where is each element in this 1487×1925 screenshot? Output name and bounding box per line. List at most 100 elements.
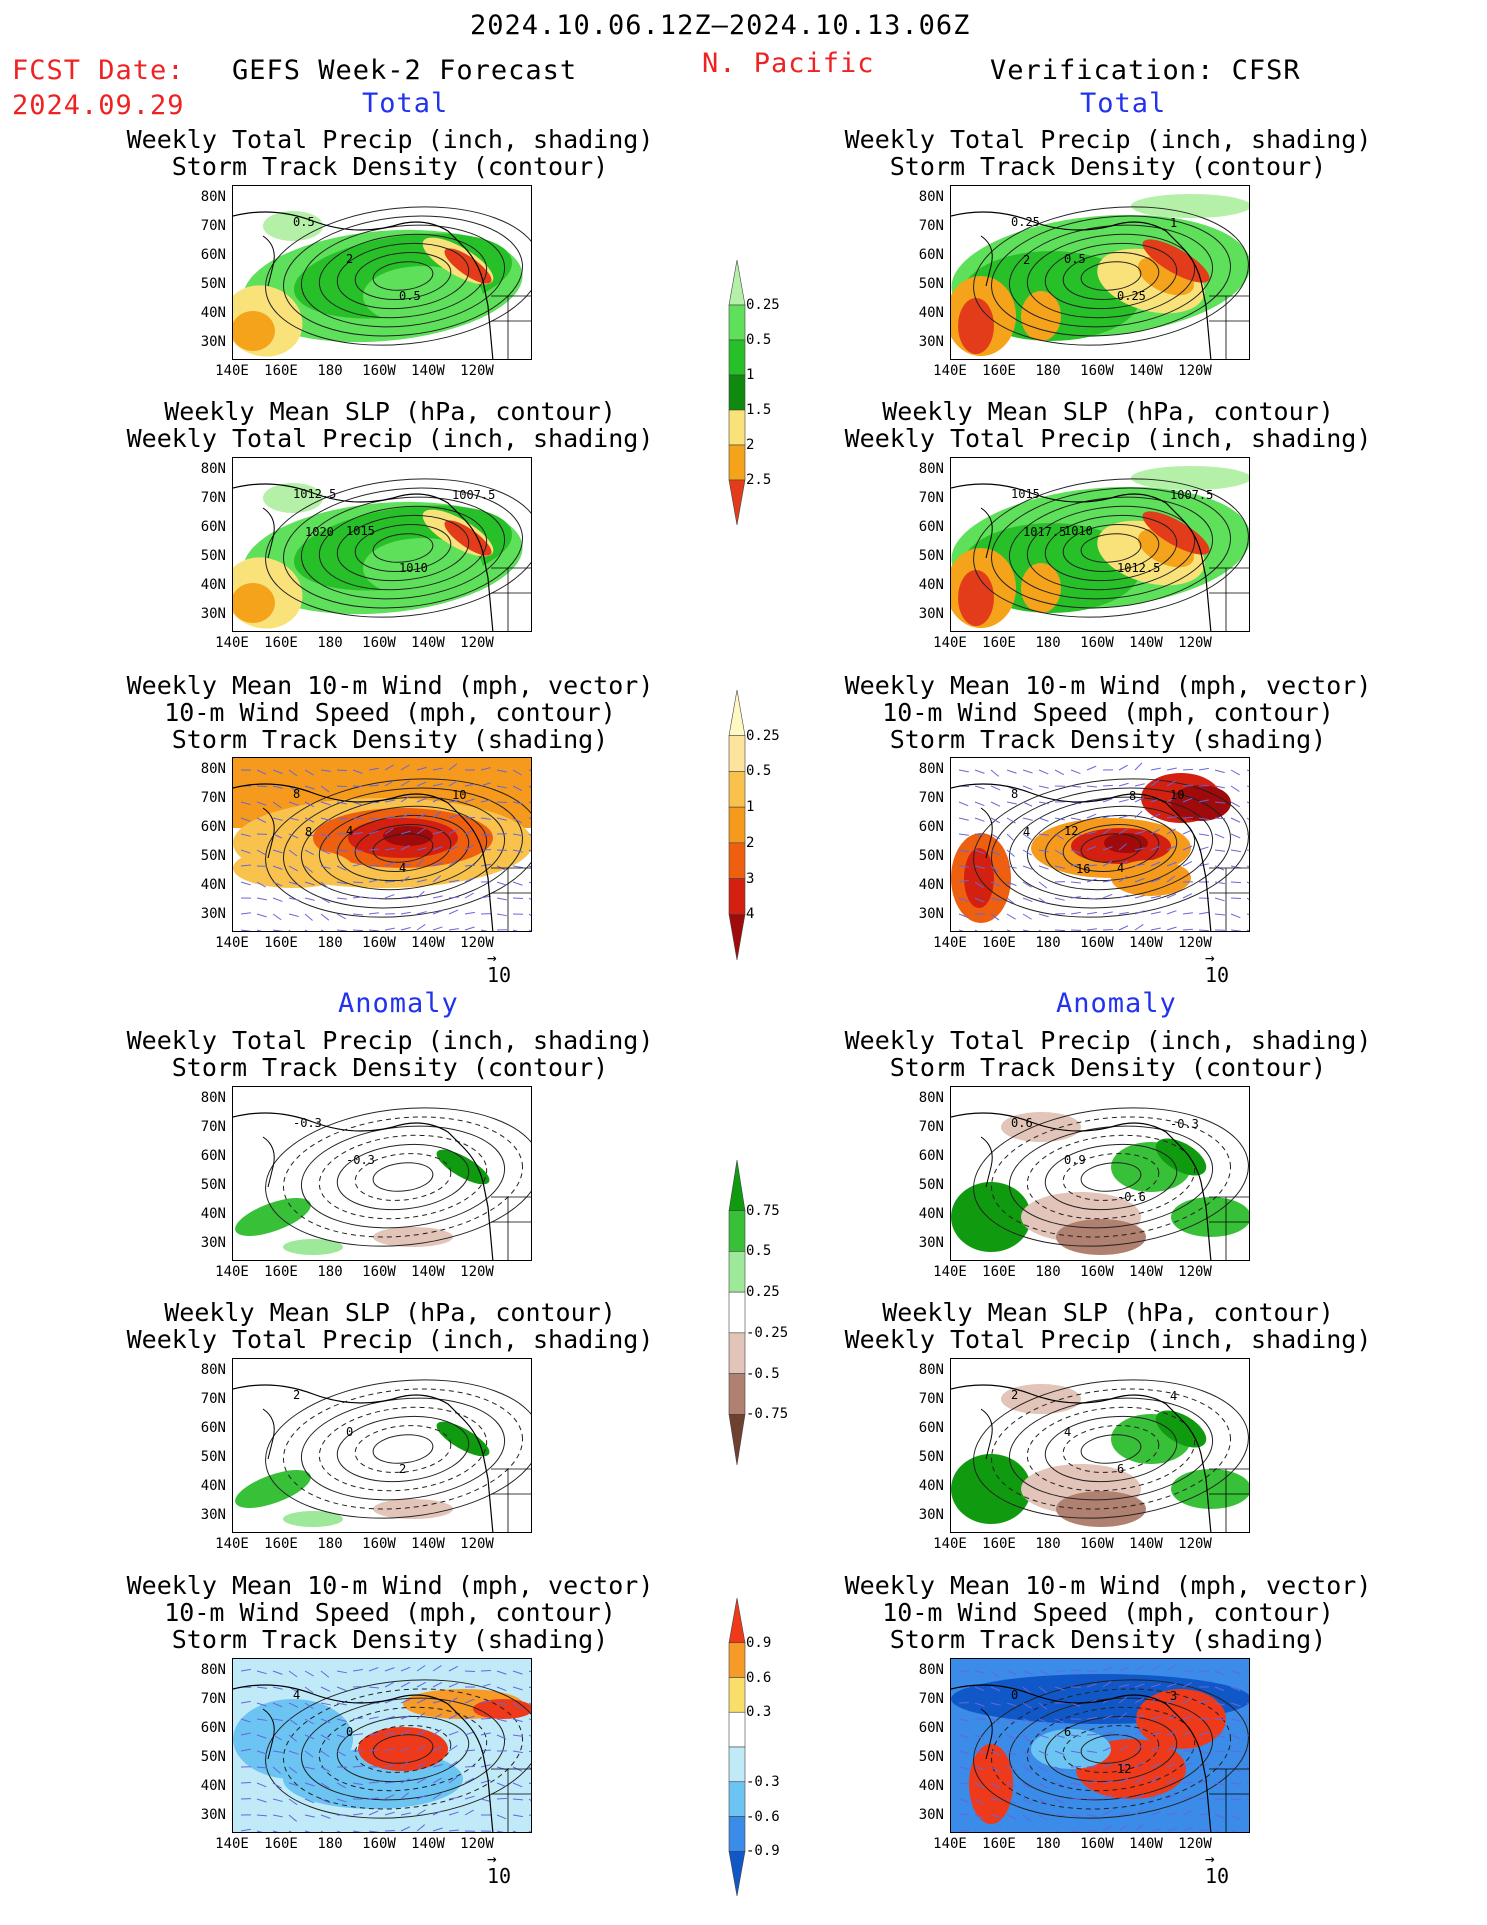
map-panel: 8 12 4 10 4 16 8: [950, 757, 1250, 932]
wind-vector: [958, 769, 969, 773]
contour-line: [973, 206, 1249, 346]
contour-line: [1008, 496, 1214, 600]
contour-label: 4: [1170, 1389, 1177, 1403]
wind-vector: [1006, 769, 1017, 774]
panel-title-line: Storm Track Density (contour): [171, 152, 609, 181]
wind-vector: [1182, 1781, 1194, 1784]
wind-vector: [272, 1798, 283, 1802]
coastline: [951, 211, 1212, 359]
contour-label: 0.25: [1117, 289, 1146, 303]
lat-tick-label: 70N: [918, 790, 944, 806]
wind-vector: [990, 881, 1001, 887]
wind-vector: [400, 1698, 411, 1704]
lat-tick-label: 80N: [918, 1362, 944, 1378]
lat-tick-label: 50N: [918, 1177, 944, 1193]
wind-vector: [528, 785, 531, 789]
vector-ref-arrow-icon: →: [487, 948, 497, 967]
contour-label: 10: [452, 788, 466, 802]
coastline: [262, 507, 275, 559]
colorbar-segment: [728, 913, 746, 961]
wind-vector: [448, 1665, 459, 1672]
wind-vector: [320, 881, 329, 889]
contour-label: 0: [346, 1425, 353, 1439]
verification-title: Verification: CFSR: [990, 55, 1301, 86]
wind-vector: [432, 1764, 443, 1768]
contour-line: [300, 496, 506, 600]
colorbar-segment: [728, 1781, 746, 1817]
wind-vector: [448, 1829, 459, 1832]
wind-vector: [256, 1830, 263, 1832]
lon-tick-label: 160W: [1080, 1536, 1114, 1552]
wind-vector: [288, 1766, 298, 1774]
wind-vector: [496, 1734, 507, 1740]
lon-tick-label: 160E: [982, 1536, 1016, 1552]
wind-vector: [990, 1734, 1000, 1741]
wind-vector: [958, 833, 969, 836]
map-svg: 2 4 6 4: [951, 1379, 1249, 1532]
coastline: [233, 483, 494, 631]
wind-vector: [1054, 1782, 1065, 1787]
wind-vector: [974, 1798, 984, 1805]
wind-vector: [1038, 1782, 1048, 1789]
wind-vector: [480, 782, 491, 787]
colorbar-segment: [728, 1642, 746, 1678]
wind-vector: [974, 849, 985, 854]
contour-label: 1010: [1064, 524, 1093, 538]
fcst-date-value: 2024.09.29: [12, 90, 185, 121]
lat-tick-label: 40N: [200, 877, 226, 893]
wind-vector: [1182, 845, 1193, 851]
wind-vector: [448, 763, 458, 771]
wind-vector: [1118, 782, 1129, 787]
wind-vector: [1102, 1680, 1112, 1688]
panel-title: Weekly Mean 10-m Wind (mph, vector) 10-m …: [828, 1572, 1388, 1653]
wind-vector: [1150, 878, 1161, 883]
panel-title-line: Storm Track Density (shading): [889, 725, 1327, 754]
state-borders: [1209, 867, 1249, 931]
wind-vector: [1166, 816, 1177, 819]
wind-vector: [1102, 1763, 1113, 1768]
wind-vector: [1006, 1702, 1017, 1707]
wind-vector: [304, 865, 313, 873]
contour-line: [354, 1153, 452, 1201]
wind-vector: [304, 1750, 314, 1758]
colorbar-segment: [728, 374, 746, 411]
contour-label: 2: [293, 1388, 300, 1402]
panel-title-line: Weekly Mean 10-m Wind (mph, vector): [844, 671, 1372, 700]
wind-vector: [320, 1782, 330, 1789]
wind-vector: [336, 1750, 346, 1757]
wind-vector: [368, 1733, 379, 1736]
contour-line: [336, 242, 470, 310]
wind-vector: [974, 801, 985, 807]
wind-vector: [1086, 928, 1097, 931]
wind-vector: [974, 769, 985, 774]
wind-vector: [480, 1798, 491, 1803]
wind-vector: [1118, 843, 1128, 851]
panel-title-line: 10-m Wind Speed (mph, contour): [164, 1598, 616, 1627]
wind-vector: [990, 865, 999, 873]
wind-vector: [1086, 1780, 1097, 1784]
wind-vector: [1214, 913, 1226, 916]
wind-vector: [1150, 911, 1161, 915]
wind-vector: [512, 929, 519, 931]
wind-vector: [1134, 1697, 1145, 1704]
wind-vector: [400, 1826, 411, 1832]
colorbar-segment: [728, 1251, 746, 1293]
wind-vector: [1230, 929, 1241, 931]
wind-vector: [1022, 1750, 1032, 1758]
wind-vector: [1230, 1670, 1241, 1675]
wind-vector: [1134, 1683, 1145, 1688]
wind-vector: [368, 1810, 379, 1816]
wind-vector: [1038, 1766, 1048, 1773]
colorbar-label: -0.9: [746, 1843, 780, 1860]
lon-tick-label: 140W: [1129, 363, 1163, 379]
wind-vector: [1006, 881, 1017, 886]
wind-vector: [320, 1702, 331, 1706]
wind-vector: [272, 897, 283, 902]
wind-vector: [1054, 865, 1065, 869]
wind-vector: [352, 769, 363, 774]
wind-vector: [1230, 913, 1241, 919]
wind-vector: [1022, 1734, 1031, 1743]
wind-vector: [1102, 911, 1113, 915]
panel-title: Weekly Mean SLP (hPa, contour) Weekly Tot…: [110, 1299, 670, 1353]
wind-vector: [1102, 893, 1113, 899]
